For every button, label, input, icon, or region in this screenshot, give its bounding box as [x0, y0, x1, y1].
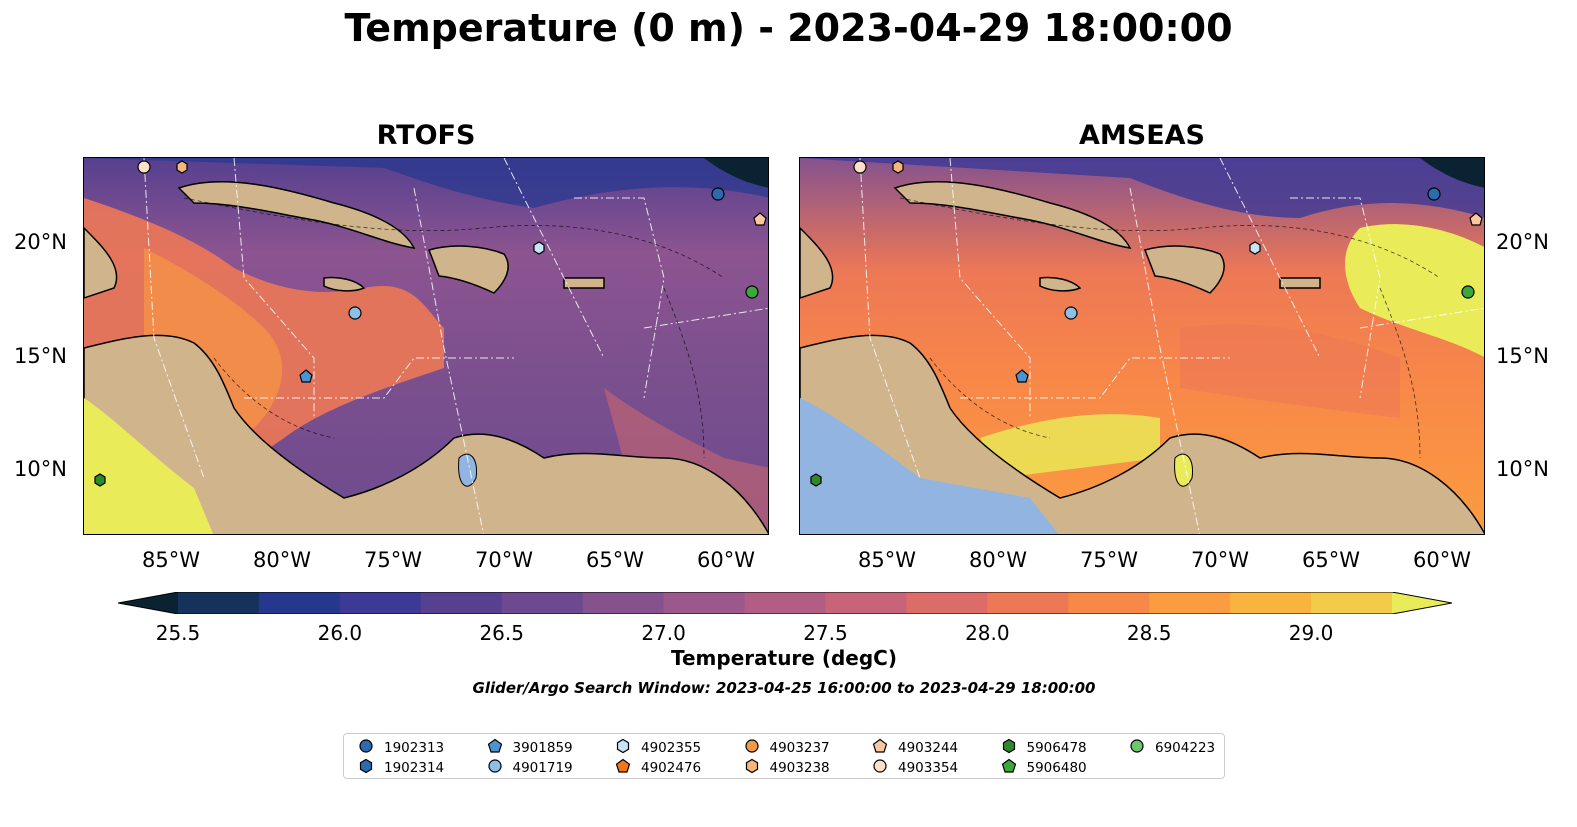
colorbar-tick-label: 28.5 — [1126, 621, 1172, 645]
figure-title: Temperature (0 m) - 2023-04-29 18:00:00 — [344, 6, 1233, 50]
colorbar-segment — [339, 592, 422, 614]
lon-label-85w-rtofs: 85°W — [142, 548, 200, 572]
lon-label-75w-amseas: 75°W — [1080, 548, 1138, 572]
hexagon-marker-icon — [615, 738, 641, 758]
lat-label-15n-left: 15°N — [14, 344, 67, 368]
pentagon-marker-icon — [1001, 758, 1027, 778]
colorbar-extend-high — [1392, 592, 1452, 614]
legend-item-4903238: 4903238 — [744, 758, 830, 778]
legend-item-4901719: 4901719 — [487, 758, 573, 778]
legend-item-5906478: 5906478 — [1001, 738, 1087, 758]
lon-label-80w-rtofs: 80°W — [253, 548, 311, 572]
colorbar-segment — [1068, 592, 1150, 614]
legend-item-5906480: 5906480 — [1001, 758, 1087, 778]
colorbar-tick-label: 27.0 — [641, 621, 686, 645]
colorbar-segment — [258, 592, 341, 614]
hexagon-marker-icon — [744, 758, 770, 778]
legend-item-label: 4903354 — [898, 760, 959, 776]
legend-item-4903354: 4903354 — [872, 758, 958, 778]
lon-label-65w-amseas: 65°W — [1302, 548, 1360, 572]
colorbar-tick-label: 25.5 — [155, 621, 201, 645]
circle-marker-icon — [1129, 738, 1155, 758]
colorbar-tick-label: 28.0 — [965, 621, 1010, 645]
circle-marker-icon — [744, 738, 770, 758]
legend-item-label: 4902355 — [641, 740, 702, 756]
legend-item-1902313: 1902313 — [358, 738, 444, 758]
colorbar-tick-label: 26.0 — [317, 621, 363, 645]
lon-label-80w-amseas: 80°W — [969, 548, 1027, 572]
legend-item-3901859: 3901859 — [487, 738, 573, 758]
lat-label-20n-right: 20°N — [1496, 230, 1549, 254]
legend-item-label: 5906478 — [1026, 740, 1087, 756]
colorbar-label: Temperature (degC) — [671, 646, 897, 670]
legend-item-label: 4901719 — [512, 760, 573, 776]
legend-item-label: 4902476 — [641, 760, 702, 776]
lat-label-20n-left: 20°N — [14, 230, 67, 254]
lat-label-10n-left: 10°N — [14, 457, 67, 481]
colorbar-segment — [906, 592, 988, 614]
float-markers-rtofs[interactable] — [94, 160, 767, 487]
search-window-text: Glider/Argo Search Window: 2023-04-25 16… — [472, 679, 1096, 697]
colorbar-segment — [1149, 592, 1231, 614]
legend-item-label: 1902314 — [384, 760, 445, 776]
lat-label-15n-right: 15°N — [1496, 344, 1549, 368]
lon-label-75w-rtofs: 75°W — [364, 548, 422, 572]
colorbar-tick-label: 27.5 — [803, 621, 848, 645]
lat-label-10n-right: 10°N — [1496, 457, 1549, 481]
circle-marker-icon — [872, 758, 898, 778]
legend-item-4902355: 4902355 — [615, 738, 701, 758]
lon-label-65w-rtofs: 65°W — [586, 548, 644, 572]
lon-label-60w-amseas: 60°W — [1413, 548, 1471, 572]
circle-marker-icon — [487, 758, 513, 778]
colorbar — [117, 591, 1453, 615]
colorbar-segment — [987, 592, 1069, 614]
legend-item-label: 3901859 — [512, 740, 573, 756]
colorbar-segment — [420, 592, 503, 614]
hexagon-marker-icon — [1001, 738, 1027, 758]
float-markers-amseas[interactable] — [810, 160, 1483, 487]
colorbar-segment — [582, 592, 665, 614]
colorbar-tick-label: 29.0 — [1288, 621, 1334, 645]
pentagon-marker-icon — [872, 738, 898, 758]
lon-label-70w-rtofs: 70°W — [475, 548, 533, 572]
pentagon-marker-icon — [615, 758, 641, 778]
colorbar-tick-label: 26.5 — [479, 621, 524, 645]
float-legend: 1902313 1902314 3901859 4901719 4902355 49024… — [343, 733, 1225, 779]
colorbar-segment — [501, 592, 584, 614]
legend-item-4903237: 4903237 — [744, 738, 830, 758]
map-panel-amseas[interactable] — [799, 157, 1485, 535]
circle-marker-icon — [358, 738, 384, 758]
pentagon-marker-icon — [487, 738, 513, 758]
colorbar-extend-low — [118, 592, 178, 614]
colorbar-segment — [663, 592, 746, 614]
legend-item-label: 5906480 — [1026, 760, 1087, 776]
colorbar-segment — [1230, 592, 1312, 614]
colorbar-segment — [825, 592, 907, 614]
legend-item-1902314: 1902314 — [358, 758, 444, 778]
colorbar-segment — [744, 592, 826, 614]
colorbar-segment — [1311, 592, 1393, 614]
lon-label-85w-amseas: 85°W — [858, 548, 916, 572]
map-panel-rtofs[interactable] — [83, 157, 769, 535]
legend-item-label: 6904223 — [1155, 740, 1216, 756]
legend-item-4903244: 4903244 — [872, 738, 958, 758]
panel-title-amseas: AMSEAS — [1079, 120, 1205, 151]
legend-item-label: 4903238 — [769, 760, 830, 776]
legend-item-label: 4903237 — [769, 740, 830, 756]
lon-label-60w-rtofs: 60°W — [697, 548, 755, 572]
hexagon-marker-icon — [358, 758, 384, 778]
colorbar-segment — [178, 592, 260, 614]
legend-item-6904223: 6904223 — [1129, 738, 1215, 758]
lon-label-70w-amseas: 70°W — [1191, 548, 1249, 572]
legend-item-4902476: 4902476 — [615, 758, 701, 778]
panel-title-rtofs: RTOFS — [376, 120, 476, 151]
legend-item-label: 4903244 — [898, 740, 959, 756]
legend-item-label: 1902313 — [384, 740, 445, 756]
